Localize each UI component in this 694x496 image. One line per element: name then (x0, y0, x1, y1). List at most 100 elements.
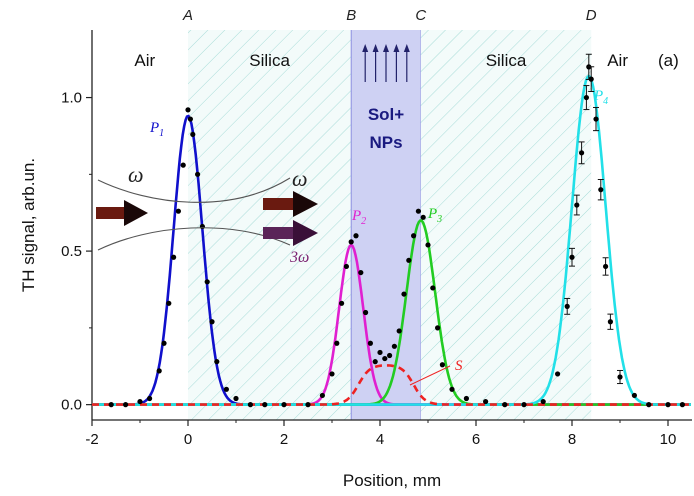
x-tick-label-0: -2 (85, 431, 98, 448)
beam-illustration: ω ω 3ω (96, 162, 318, 266)
data-point (574, 202, 580, 208)
data-point (425, 242, 431, 248)
data-point (593, 116, 599, 122)
data-point (214, 359, 220, 365)
data-point (353, 233, 359, 239)
region-sol-nps (351, 30, 421, 420)
data-point (583, 94, 590, 101)
interface-label-d: D (586, 7, 597, 24)
y-tick-label-0: 0.0 (61, 397, 82, 414)
interface-label-c: C (415, 7, 426, 24)
data-point (247, 402, 253, 408)
data-point (564, 303, 570, 309)
region-label-sol-nps-line-0: Sol+ (368, 105, 404, 124)
data-point (305, 402, 311, 408)
sol-arrow-head (362, 44, 369, 52)
data-point (555, 371, 561, 377)
data-point (204, 279, 210, 285)
data-point (372, 359, 378, 365)
data-point (348, 239, 354, 245)
third-harmonic-arrow (263, 220, 318, 246)
data-point (603, 263, 609, 270)
data-point (329, 371, 335, 377)
series-label-subscript: 1 (159, 128, 164, 139)
sol-arrow-head (403, 44, 410, 52)
region-label-air-4: Air (607, 51, 628, 70)
data-point (607, 319, 614, 325)
data-point (195, 171, 201, 177)
data-point (156, 368, 162, 374)
input-frequency-label: ω (128, 162, 144, 187)
data-point (420, 214, 426, 220)
data-point (679, 402, 686, 408)
data-point (209, 319, 215, 325)
data-point (569, 254, 575, 260)
interface-labels: A B C D (182, 7, 597, 24)
measured-points (108, 53, 686, 408)
x-tick-label-6: 10 (660, 431, 677, 448)
y-axis-title: TH signal, arb.un. (19, 158, 38, 292)
x-tick-label-3: 4 (376, 431, 384, 448)
region-label-air-0: Air (134, 51, 155, 70)
data-point (199, 223, 205, 230)
x-axis-title: Position, mm (343, 471, 441, 490)
data-point (579, 150, 585, 156)
x-tick-label-5: 8 (568, 431, 576, 448)
data-point (617, 374, 623, 380)
data-point (281, 402, 287, 408)
transmitted-beam-arrow (263, 191, 318, 217)
data-point (166, 300, 172, 306)
data-point (343, 263, 349, 270)
data-point (190, 131, 196, 138)
data-point (233, 395, 239, 402)
data-point (502, 402, 508, 408)
data-point (646, 402, 652, 408)
x-tick-label-1: 0 (184, 431, 192, 448)
region-labels: Air Silica Sol+ NPs Silica Air (134, 51, 628, 152)
beam-waist-upper-line (97, 177, 291, 203)
data-point (358, 269, 364, 276)
data-point (175, 208, 181, 214)
data-point (483, 398, 489, 405)
interface-label-a: A (182, 7, 193, 24)
data-point (334, 340, 340, 346)
data-point (598, 187, 604, 193)
axes-frame (91, 30, 692, 421)
data-point (463, 395, 469, 402)
series-label-subscript: 2 (361, 216, 366, 227)
data-point (588, 76, 594, 82)
y-tick-label-1: 0.5 (61, 243, 82, 260)
panel-tag: (a) (658, 51, 679, 70)
sol-arrow-head (393, 44, 400, 52)
data-point (180, 162, 186, 168)
data-point (430, 285, 436, 291)
series-line-s (92, 364, 691, 406)
data-point (449, 386, 455, 392)
series-label-subscript: 3 (436, 214, 442, 225)
transmitted-frequency-label: ω (292, 166, 308, 191)
data-point (665, 402, 671, 408)
region-label-silica-3: Silica (486, 51, 527, 70)
data-point (406, 257, 412, 263)
data-point (262, 402, 268, 408)
data-point (396, 328, 402, 334)
series-label-p1: P1 (149, 120, 164, 139)
data-point (147, 395, 153, 402)
data-point (439, 362, 445, 368)
series-label-subscript: 4 (603, 96, 608, 107)
data-point (185, 107, 191, 113)
data-point (415, 208, 421, 214)
region-silica-1 (188, 30, 352, 420)
data-point (382, 355, 388, 362)
region-label-sol-nps-line-1: NPs (369, 133, 402, 152)
data-point (161, 340, 167, 346)
data-point (540, 398, 546, 405)
region-silica-3 (420, 30, 592, 420)
third-harmonic-label: 3ω (289, 249, 309, 266)
data-point (171, 254, 177, 260)
region-label-silica-1: Silica (249, 51, 290, 70)
series-label-s: S (455, 358, 463, 374)
data-point (367, 340, 373, 346)
